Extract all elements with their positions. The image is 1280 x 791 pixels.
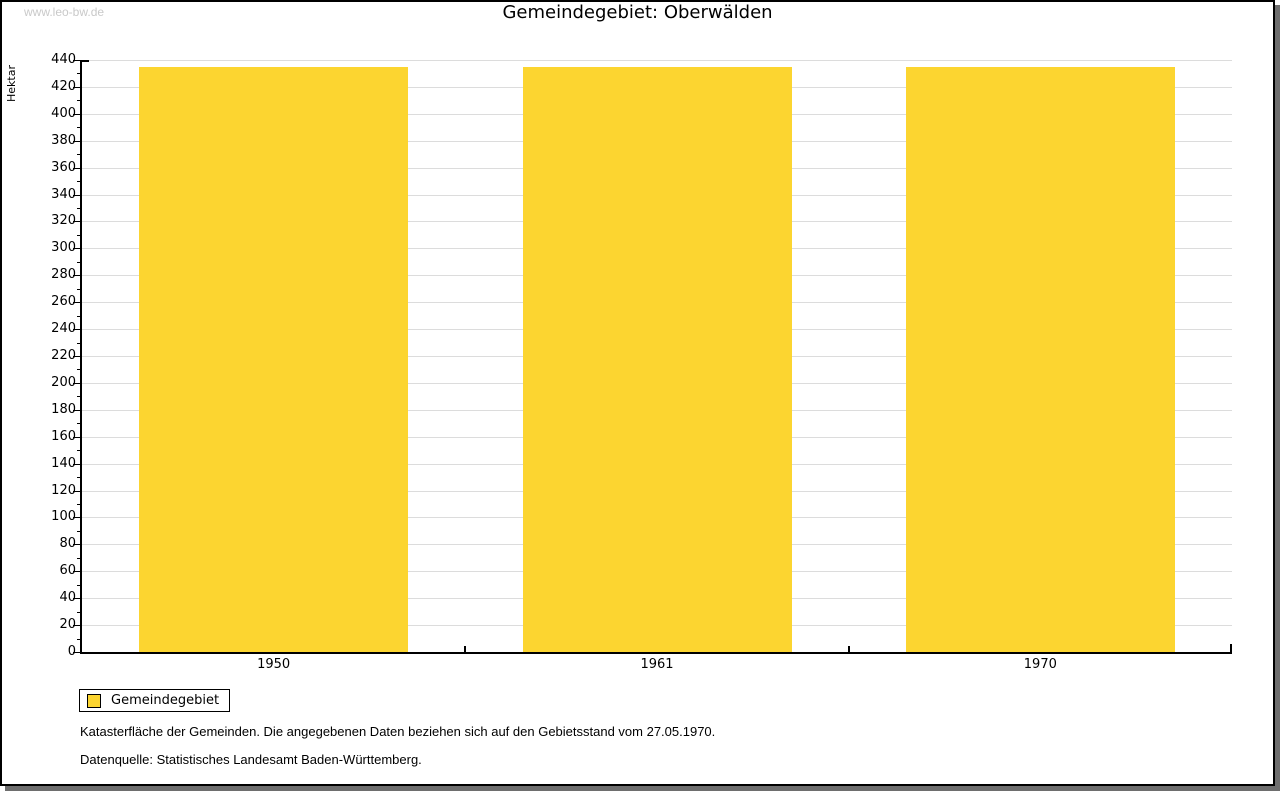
y-tick-minor xyxy=(77,611,82,613)
y-tick-minor xyxy=(77,423,82,425)
x-category-label: 1950 xyxy=(257,657,291,672)
y-tick-minor xyxy=(77,584,82,586)
y-tick-label: 220 xyxy=(51,348,76,363)
y-tick-minor xyxy=(77,450,82,452)
page-title: Gemeindegebiet: Oberwälden xyxy=(502,2,773,23)
footnote-gebietsstand: Katasterfläche der Gemeinden. Die angege… xyxy=(80,724,716,739)
y-axis-line xyxy=(80,60,82,654)
y-tick-minor xyxy=(77,261,82,263)
y-tick-major xyxy=(73,571,82,573)
y-tick-minor xyxy=(77,208,82,209)
bar-1950 xyxy=(139,66,409,652)
legend-label: Gemeindegebiet xyxy=(111,693,220,708)
y-tick-label: 180 xyxy=(51,401,76,417)
y-tick-major xyxy=(73,86,82,88)
y-tick-label: 400 xyxy=(51,105,76,121)
y-tick-major xyxy=(73,598,82,600)
y-tick-major xyxy=(73,302,82,304)
bar-1961 xyxy=(522,66,792,652)
plot-area: 0 20 40 60 80 100 120 140 160 180 200 220 240 260 280 3… xyxy=(51,52,1232,672)
y-tick-label: 300 xyxy=(51,240,76,256)
y-tick-label: 340 xyxy=(51,186,76,202)
x-axis-line xyxy=(80,652,1232,654)
y-tick-minor xyxy=(77,181,82,183)
y-tick-minor xyxy=(77,477,82,479)
y-tick-minor xyxy=(77,234,82,236)
y-tick-label: 240 xyxy=(51,321,76,337)
y-tick-major xyxy=(73,275,82,277)
y-tick-minor xyxy=(77,396,82,398)
y-tick-major xyxy=(73,248,82,250)
y-tick-major xyxy=(73,140,82,142)
y-tick-major xyxy=(73,194,82,196)
gridline xyxy=(82,60,1232,61)
legend: Gemeindegebiet xyxy=(79,689,230,712)
y-tick-label: 80 xyxy=(59,536,76,552)
y-tick-minor xyxy=(77,504,82,505)
y-tick-minor xyxy=(77,100,82,102)
y-tick-minor xyxy=(77,154,82,156)
x-category-label: 1961 xyxy=(640,657,674,672)
bar-1970 xyxy=(905,66,1175,652)
y-tick-major xyxy=(73,356,82,357)
y-tick-minor xyxy=(77,638,82,640)
y-tick-minor xyxy=(77,288,82,290)
y-tick-major xyxy=(73,113,82,115)
watermark: www.leo-bw.de xyxy=(24,5,105,19)
y-tick-minor xyxy=(77,557,82,559)
y-tick-label: 280 xyxy=(51,267,76,283)
y-tick-label: 120 xyxy=(51,482,76,498)
y-tick-minor xyxy=(77,315,82,317)
y-tick-major xyxy=(73,329,82,331)
x-category-label: 1970 xyxy=(1023,657,1057,672)
y-tick-label: 420 xyxy=(51,78,76,94)
y-tick-label: 60 xyxy=(59,563,76,579)
y-tick-label: 380 xyxy=(51,132,76,148)
y-tick-major xyxy=(73,490,82,492)
y-tick-label: 100 xyxy=(51,509,76,525)
y-tick-major xyxy=(73,436,82,438)
y-tick-major xyxy=(73,463,82,465)
y-tick-label: 0 xyxy=(67,644,76,659)
x-category-tick xyxy=(464,646,467,652)
x-category-tick xyxy=(847,646,850,652)
y-tick-label: 140 xyxy=(51,455,76,471)
y-tick-minor xyxy=(77,530,82,532)
y-tick-label: 360 xyxy=(51,159,76,175)
y-axis-top-cap xyxy=(80,60,89,62)
y-tick-major xyxy=(73,167,82,169)
y-tick-label: 20 xyxy=(59,617,76,633)
y-tick-label: 320 xyxy=(51,213,76,229)
y-tick-label: 440 xyxy=(51,52,76,67)
y-tick-label: 40 xyxy=(59,590,76,606)
y-tick-major xyxy=(73,382,82,384)
y-tick-label: 160 xyxy=(51,428,76,444)
y-tick-major xyxy=(73,517,82,519)
y-tick-minor xyxy=(77,127,82,129)
y-tick-minor xyxy=(77,73,82,75)
legend-swatch-icon xyxy=(87,694,101,708)
y-tick-major xyxy=(73,652,82,653)
y-tick-minor xyxy=(77,342,82,344)
y-tick-label: 200 xyxy=(51,374,76,390)
y-tick-major xyxy=(73,625,82,627)
y-tick-major xyxy=(73,221,82,223)
y-tick-label: 260 xyxy=(51,294,76,310)
y-tick-major xyxy=(73,409,82,411)
y-tick-minor xyxy=(77,369,82,371)
x-axis-end-cap xyxy=(1230,644,1232,654)
y-tick-major xyxy=(73,544,82,546)
y-tick-major xyxy=(73,60,82,61)
footnote-datenquelle: Datenquelle: Statistisches Landesamt Bad… xyxy=(80,752,422,767)
